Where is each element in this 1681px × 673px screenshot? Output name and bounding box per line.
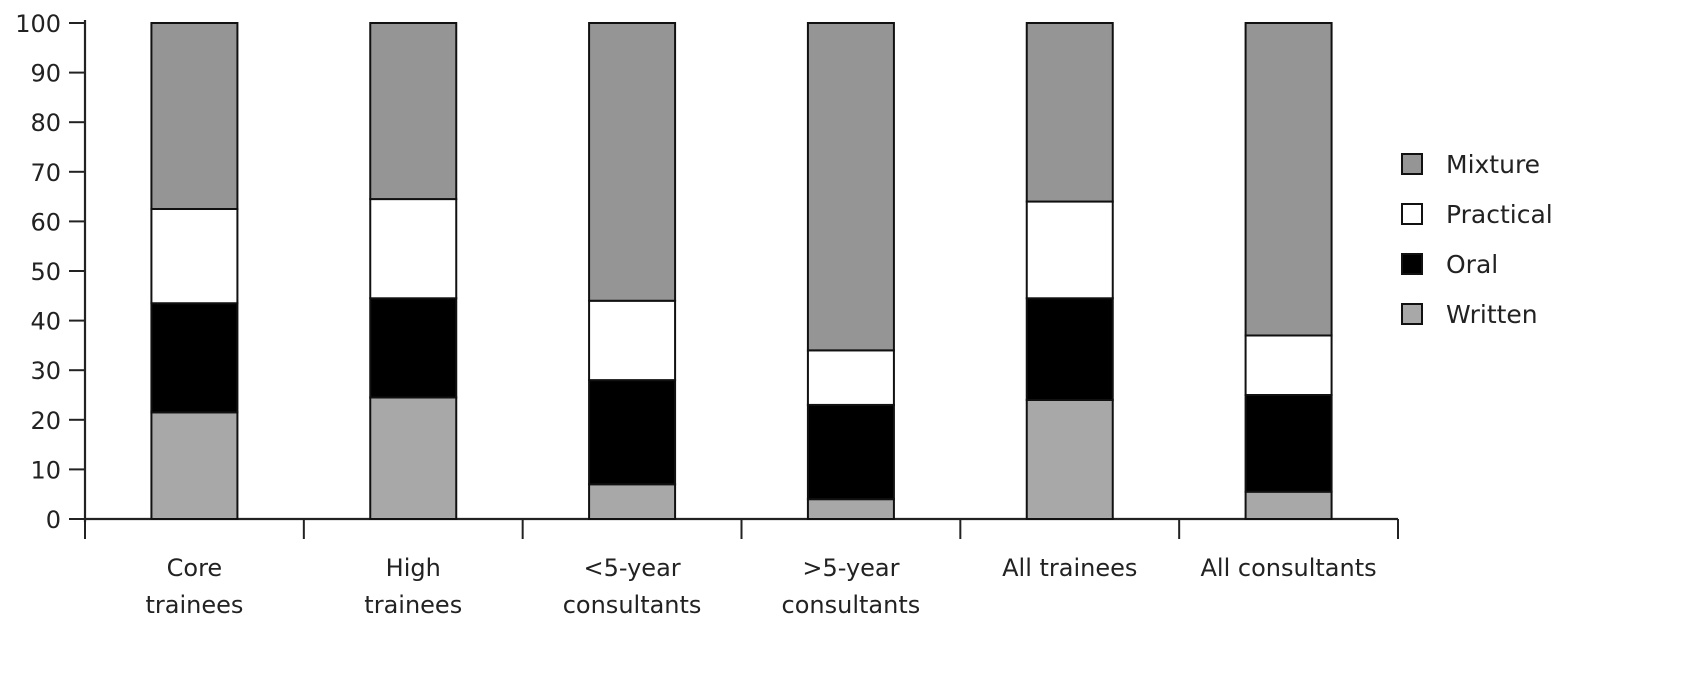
bar-segment-written [1025,398,1114,520]
x-axis: Core trainees High trainees <5-year consultan… [84,517,1399,619]
legend-label: Practical [1446,200,1553,229]
y-tick-label: 0 [46,506,61,534]
bar-segment-practical [1025,200,1114,300]
category-label-line: High [386,554,441,582]
category-label: All consultants [1201,554,1377,582]
y-tick-label: 80 [30,109,61,137]
bar-segment-practical [806,349,895,406]
bar-segment-oral [369,297,458,399]
y-tick-label: 60 [30,208,61,236]
category-label: High trainees [364,554,462,619]
category-label-line: consultants [563,591,702,619]
legend-item: Oral [1401,250,1498,279]
bar-segment-practical [369,198,458,300]
bar-stack [1244,22,1333,521]
bar-segment-practical [150,208,239,305]
legend: Mixture Practical Oral Written [1401,150,1553,329]
legend-label: Mixture [1446,150,1540,179]
category-label-line: trainees [364,591,462,619]
y-tick-label: 50 [30,258,61,286]
bar-segment-written [806,498,895,521]
bar-segment-written [150,411,239,520]
category-label-line: Core [167,554,223,582]
category-label-line: All consultants [1201,554,1377,582]
legend-swatch [1401,303,1423,325]
y-tick-label: 70 [30,159,61,187]
bar-segment-written [588,483,677,520]
bar-stack [588,22,677,520]
bar-stack [1025,22,1114,520]
bars [150,22,1333,521]
bar-stack [150,22,239,520]
category-label-line: consultants [782,591,921,619]
category-label-line: All trainees [1002,554,1137,582]
bar-segment-oral [150,302,239,414]
category-label-line: trainees [145,591,243,619]
category-label: >5-year consultants [782,554,921,619]
category-label-line: >5-year [802,554,899,582]
category-label: Core trainees [145,554,243,619]
category-label: All trainees [1002,554,1137,582]
bar-segment-mixture [806,22,895,352]
legend-swatch [1401,153,1423,175]
bar-segment-mixture [1244,22,1333,337]
legend-item: Practical [1401,200,1553,229]
y-tick-label: 90 [30,60,61,88]
legend-label: Written [1446,300,1538,329]
legend-item: Mixture [1401,150,1540,179]
bar-segment-practical [1244,334,1333,397]
bar-segment-oral [1025,297,1114,401]
bar-segment-mixture [588,22,677,302]
y-tick-label: 100 [15,10,61,38]
legend-label: Oral [1446,250,1498,279]
category-label-line: <5-year [583,554,680,582]
legend-swatch [1401,203,1423,225]
bar-segment-mixture [369,22,458,201]
bar-segment-written [369,396,458,521]
bar-segment-practical [588,299,677,382]
y-tick-label: 30 [30,357,61,385]
y-tick-label: 10 [30,456,61,484]
bar-segment-oral [1244,394,1333,493]
legend-swatch [1401,253,1423,275]
y-axis: 0 10 20 30 40 50 60 70 80 90 100 [15,10,87,534]
bar-segment-mixture [1025,22,1114,203]
bar-segment-oral [806,403,895,501]
bar-stack [369,22,458,521]
bar-stack [806,22,895,521]
category-label: <5-year consultants [563,554,702,619]
bar-segment-written [1244,490,1333,521]
y-tick-label: 20 [30,407,61,435]
bar-segment-oral [588,379,677,486]
legend-item: Written [1401,300,1538,329]
y-tick-label: 40 [30,308,61,336]
bar-segment-mixture [150,22,239,210]
